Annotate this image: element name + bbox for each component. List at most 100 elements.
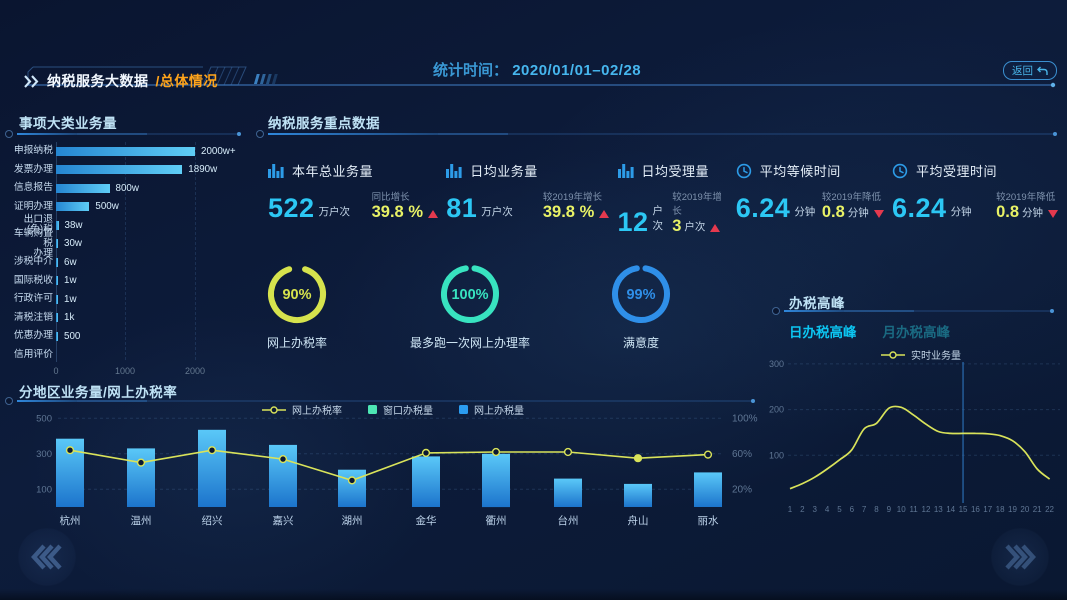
kpi-panel-underline bbox=[256, 130, 1057, 138]
bar-chart-icon bbox=[268, 164, 284, 178]
category-gridline bbox=[195, 142, 196, 360]
category-label: 信息报告 bbox=[13, 182, 53, 194]
svg-text:10: 10 bbox=[897, 505, 906, 514]
region-legend: 网上办税率 窗口办税量 网上办税量 bbox=[18, 402, 768, 417]
kpi-unit: 户次 bbox=[652, 205, 664, 232]
city-label: 嘉兴 bbox=[273, 514, 294, 527]
category-panel-underline bbox=[5, 130, 241, 138]
city-label: 金华 bbox=[416, 514, 437, 527]
kpi-card: 平均等候时间 6.24 分钟 较2019年降低 0.8 分钟 bbox=[736, 161, 886, 234]
region-bar bbox=[127, 448, 155, 507]
category-bar bbox=[56, 183, 110, 193]
kpi-sub-unit: 户次 bbox=[684, 221, 706, 233]
category-bar-track: 500 bbox=[56, 331, 252, 342]
rate-point bbox=[278, 454, 288, 464]
category-bar-track: 800w bbox=[56, 183, 252, 194]
next-page-button[interactable] bbox=[991, 528, 1049, 586]
city-label: 舟山 bbox=[628, 514, 649, 527]
category-bar-track: 1k bbox=[56, 312, 252, 324]
footer-strip bbox=[0, 589, 1067, 600]
kpi-sub-value: 0.8 bbox=[996, 203, 1019, 221]
rate-point bbox=[563, 447, 573, 457]
svg-text:6: 6 bbox=[850, 505, 855, 514]
city-label: 衢州 bbox=[486, 515, 507, 527]
category-bar bbox=[56, 202, 90, 212]
stat-time: 统计时间： 2020/01/01–02/28 bbox=[433, 59, 641, 80]
back-button-label: 返回 bbox=[1012, 65, 1033, 77]
svg-text:16: 16 bbox=[971, 505, 980, 514]
legend-item-窗口办税量[interactable]: 窗口办税量 bbox=[368, 402, 433, 417]
svg-text:5: 5 bbox=[837, 505, 842, 514]
return-arrow-icon bbox=[1037, 66, 1048, 75]
line-legend-marker bbox=[881, 350, 905, 359]
category-row: 信用评价 bbox=[8, 346, 252, 365]
category-axis: 0 1000 2000 bbox=[8, 366, 252, 378]
category-value: 6w bbox=[64, 256, 77, 268]
category-row: 行政许可 1w bbox=[8, 290, 252, 309]
city-label: 丽水 bbox=[698, 515, 719, 527]
svg-text:4: 4 bbox=[825, 505, 830, 514]
prev-page-button[interactable] bbox=[18, 528, 76, 586]
kpi-unit: 分钟 bbox=[950, 206, 972, 218]
category-bar bbox=[56, 146, 195, 156]
kpi-row: 本年总业务量 522 万户次 同比增长 39.8 % 日均业务量 81 万户次 … bbox=[268, 161, 1060, 236]
region-bar bbox=[554, 478, 582, 507]
trend-up-icon bbox=[599, 210, 610, 218]
tab-日办税高峰[interactable]: 日办税高峰 bbox=[789, 325, 857, 340]
trend-down-icon bbox=[1048, 210, 1058, 218]
kpi-value: 6.24 bbox=[735, 193, 791, 223]
category-row: 国际税收 1w bbox=[8, 272, 252, 291]
category-axis-line bbox=[56, 142, 57, 362]
category-bar-track: 30w bbox=[56, 238, 252, 249]
bar-legend-marker bbox=[368, 405, 377, 414]
region-bar-line-chart: 100 20% 300 60% 500 100% 杭州 温州 绍兴 嘉兴 湖州 金华 衢州 台州 舟山 丽水 bbox=[18, 410, 768, 543]
svg-text:8: 8 bbox=[874, 505, 879, 514]
category-bar-track: 1890w bbox=[56, 164, 252, 175]
svg-text:20%: 20% bbox=[732, 484, 752, 495]
category-bar-track: 1w bbox=[56, 275, 252, 286]
category-bar-track: 38w bbox=[56, 220, 252, 231]
svg-text:9: 9 bbox=[887, 505, 892, 514]
donut-percent: 99% bbox=[626, 287, 655, 303]
kpi-card: 本年总业务量 522 万户次 同比增长 39.8 % bbox=[268, 161, 440, 234]
region-bar bbox=[269, 444, 297, 507]
clock-icon bbox=[892, 163, 908, 178]
kpi-sub-value: 39.8 % bbox=[542, 203, 595, 221]
header-decoration bbox=[27, 66, 1056, 88]
category-bar-track: 2000w+ bbox=[56, 146, 252, 157]
back-button[interactable]: 返回 bbox=[1003, 61, 1057, 80]
legend-item-网上办税量[interactable]: 网上办税量 bbox=[459, 402, 524, 417]
title-sub: /总体情况 bbox=[155, 73, 218, 89]
category-row: 清税注销 1k bbox=[8, 309, 252, 328]
donut-label: 满意度 bbox=[622, 336, 659, 350]
category-bar bbox=[56, 239, 58, 249]
svg-text:15: 15 bbox=[959, 505, 968, 514]
legend-item-网上办税率[interactable]: 网上办税率 bbox=[262, 402, 342, 417]
legend-item-realtime-volume[interactable]: 实时业务量 bbox=[881, 347, 961, 362]
kpi-unit: 万户次 bbox=[318, 206, 351, 218]
tab-月办税高峰[interactable]: 月办税高峰 bbox=[882, 325, 951, 340]
svg-text:300: 300 bbox=[769, 359, 784, 369]
category-value: 1w bbox=[64, 293, 77, 305]
kpi-card: 日均受理量 12 户次 较2019年增长 3 户次 bbox=[617, 161, 730, 236]
kpi-sub-value: 39.8 % bbox=[371, 203, 423, 221]
svg-text:7: 7 bbox=[862, 505, 867, 514]
donut-percent: 90% bbox=[282, 287, 311, 303]
category-row: 出口退(免)税 38w bbox=[8, 215, 252, 234]
rate-point bbox=[136, 458, 146, 467]
svg-text:500: 500 bbox=[36, 413, 52, 424]
donut-label: 网上办税率 bbox=[266, 336, 327, 350]
online-rate-line bbox=[69, 449, 709, 482]
svg-text:60%: 60% bbox=[732, 449, 752, 460]
category-rows: 申报纳税 2000w+ 发票办理 1890w 信息报告 800w 证明办理 50… bbox=[8, 142, 252, 364]
bar-chart-icon bbox=[446, 164, 462, 178]
kpi-sub-value: 3 bbox=[672, 217, 682, 235]
kpi-unit: 分钟 bbox=[794, 206, 816, 218]
rate-point bbox=[347, 476, 357, 485]
category-row: 车辆购置税 办理 30w bbox=[8, 229, 252, 259]
category-value: 1k bbox=[64, 312, 75, 324]
kpi-card: 平均受理时间 6.24 分钟 较2019年降低 0.8 分钟 bbox=[892, 161, 1060, 234]
region-bar bbox=[198, 429, 226, 507]
kpi-title: 本年总业务量 bbox=[292, 164, 374, 179]
city-label: 绍兴 bbox=[202, 514, 223, 527]
